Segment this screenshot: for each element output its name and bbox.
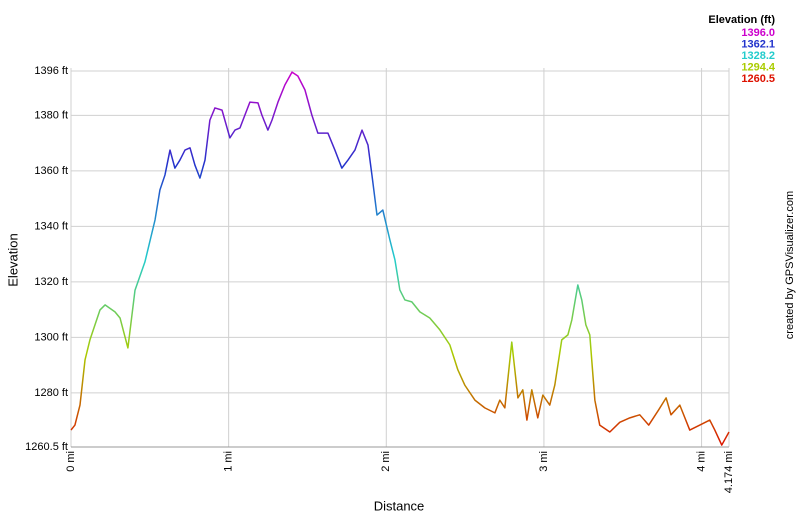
x-tick-label: 1 mi	[223, 451, 235, 472]
legend-value: 1294.4	[741, 61, 776, 73]
y-tick-label: 1300 ft	[34, 331, 68, 343]
legend-value: 1260.5	[741, 73, 775, 85]
legend-value: 1328.2	[741, 50, 775, 62]
legend-value: 1362.1	[741, 38, 775, 50]
y-tick-label: 1396 ft	[34, 65, 68, 77]
y-axis-label: Elevation	[5, 233, 20, 286]
elevation-line	[70, 71, 730, 446]
legend-title: Elevation (ft)	[708, 14, 775, 26]
y-tick-label: 1320 ft	[34, 276, 68, 288]
x-tick-label: 3 mi	[538, 451, 550, 472]
legend-value: 1396.0	[741, 27, 775, 39]
x-tick-label: 0 mi	[65, 451, 77, 472]
x-axis-label: Distance	[374, 498, 425, 513]
y-tick-label: 1280 ft	[34, 387, 68, 399]
x-tick-label: 2 mi	[380, 451, 392, 472]
y-tick-label: 1380 ft	[34, 109, 68, 121]
y-tick-label: 1360 ft	[34, 165, 68, 177]
x-tick-label: 4.174 mi	[723, 451, 735, 493]
x-tick-label: 4 mi	[695, 451, 707, 472]
y-tick-label: 1260.5 ft	[25, 441, 68, 453]
y-tick-label: 1340 ft	[34, 220, 68, 232]
credit: created by GPSVisualizer.com	[784, 191, 796, 339]
